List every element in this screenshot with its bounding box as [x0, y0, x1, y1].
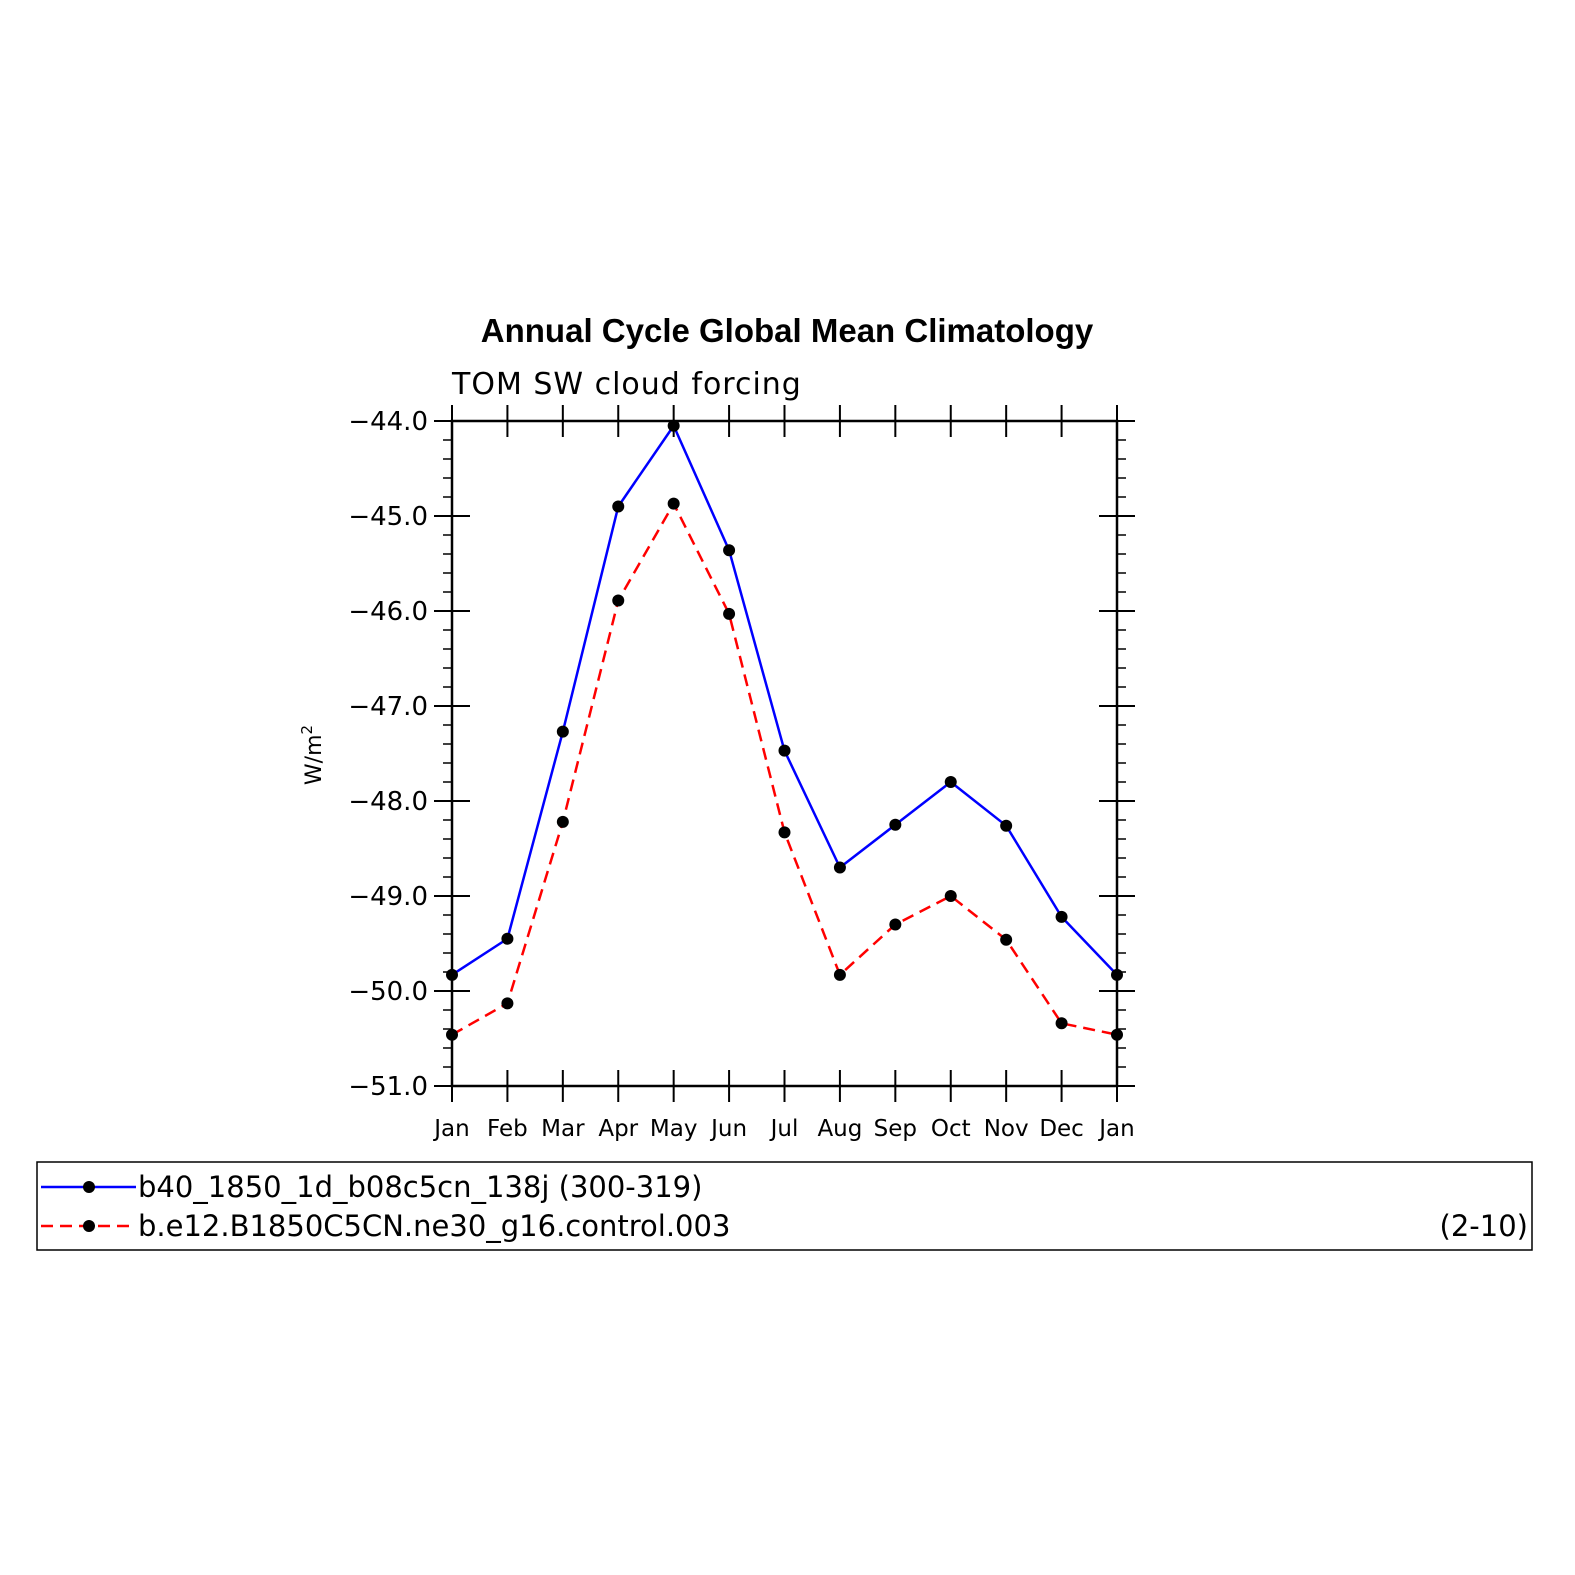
series-1-point: [723, 544, 736, 557]
series-1-point: [889, 818, 902, 831]
x-tick-label: Dec: [1039, 1116, 1084, 1142]
series-2-point: [1000, 933, 1013, 946]
series-1-point: [667, 419, 680, 432]
x-tick-label: May: [650, 1116, 698, 1142]
series-1-point: [1055, 910, 1068, 923]
axis-ticks: [434, 405, 1135, 1102]
series-2-point: [889, 918, 902, 931]
series-1-point: [833, 861, 846, 874]
series-2-point: [778, 826, 791, 839]
series-2-point: [833, 968, 846, 981]
series-1-point: [446, 968, 458, 981]
x-tick-label: Jan: [1097, 1116, 1134, 1142]
series-2-point: [723, 607, 736, 620]
legend-marker-series-2: [83, 1220, 95, 1232]
y-tick-label: −46.0: [348, 597, 428, 627]
legend-marker-series-1: [83, 1181, 95, 1193]
series-line-1: [451, 424, 1118, 976]
series-2-point: [944, 890, 957, 902]
series-1-point: [556, 725, 569, 738]
y-tick-label: −51.0: [348, 1072, 428, 1102]
series-1-point: [612, 500, 625, 513]
y-tick-label: −47.0: [348, 692, 428, 722]
series-2-point: [501, 997, 514, 1010]
series-2-point: [446, 1028, 458, 1041]
y-tick-label: −44.0: [348, 407, 428, 437]
y-tick-labels: −44.0 −45.0 −46.0 −47.0 −48.0 −49.0 −50.0 −51.0: [348, 407, 428, 1102]
x-tick-label: Sep: [874, 1116, 917, 1142]
chart-title: Annual Cycle Global Mean Climatology: [481, 312, 1094, 349]
x-tick-labels: Jan Feb Mar Apr May Jun Jul Aug Sep Oct Nov Dec Jan: [432, 1116, 1134, 1142]
series-1-point: [1111, 968, 1123, 981]
series-1-point: [944, 776, 957, 788]
y-tick-label: −50.0: [348, 977, 428, 1007]
legend-box: [36, 1161, 1533, 1251]
series-2-point: [612, 594, 625, 607]
x-tick-label: Jul: [769, 1116, 799, 1142]
x-tick-label: Apr: [598, 1116, 638, 1142]
series-2-point: [1111, 1028, 1123, 1041]
y-tick-label: −45.0: [348, 502, 428, 532]
y-tick-label: −48.0: [348, 787, 428, 817]
y-axis-label-base: W/m: [302, 734, 327, 785]
series-1-point: [778, 744, 791, 757]
chart-subtitle: TOM SW cloud forcing: [451, 367, 802, 402]
x-tick-label: Nov: [984, 1116, 1029, 1142]
x-tick-label: Jan: [432, 1116, 469, 1142]
y-tick-label: −49.0: [348, 882, 428, 912]
series-1-point: [501, 932, 514, 945]
series-2-point: [1055, 1017, 1068, 1030]
y-axis-label: W/m2: [298, 725, 327, 785]
legend-label-series-1: b40_1850_1d_b08c5cn_138j (300-319): [138, 1170, 702, 1204]
svg-text:W/m2: W/m2: [298, 725, 327, 785]
x-tick-label: Mar: [541, 1116, 585, 1142]
legend-label-series-2-suffix: (2-10): [1440, 1209, 1528, 1243]
y-axis-label-superscript: 2: [298, 725, 316, 735]
series-2-point: [667, 497, 680, 510]
legend: b40_1850_1d_b08c5cn_138j (300-319) b.e12…: [36, 1161, 1533, 1251]
series-2-point: [556, 815, 569, 828]
legend-label-series-2: b.e12.B1850C5CN.ne30_g16.control.003: [138, 1209, 730, 1243]
series-layer: [446, 419, 1123, 1041]
x-tick-label: Jun: [709, 1116, 747, 1142]
x-tick-label: Oct: [931, 1116, 971, 1142]
x-tick-label: Feb: [487, 1116, 528, 1142]
x-tick-label: Aug: [817, 1116, 862, 1142]
series-1-point: [1000, 819, 1013, 832]
